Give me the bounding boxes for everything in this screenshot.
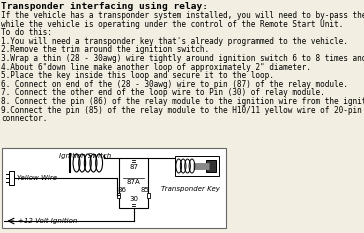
Text: 3.Wrap a thin (28 - 30awg) wire tightly around ignition switch 6 to 8 times and : 3.Wrap a thin (28 - 30awg) wire tightly …: [1, 54, 364, 63]
Bar: [175, 156, 219, 176]
Text: connector.: connector.: [1, 114, 48, 123]
Text: Ignition Switch: Ignition Switch: [59, 153, 111, 159]
Text: 86: 86: [118, 187, 127, 193]
Bar: [117, 193, 120, 198]
Text: 4.About 6"down line make another loop of approximately 2" diameter.: 4.About 6"down line make another loop of…: [1, 63, 311, 72]
Bar: [2, 148, 226, 228]
Bar: [9, 171, 15, 185]
Text: while the vehicle is operating under the control of the Remote Start Unit.: while the vehicle is operating under the…: [1, 20, 344, 29]
Text: If the vehicle has a transponder system installed, you will need to by-pass the : If the vehicle has a transponder system …: [1, 11, 364, 20]
Text: Transponder Key: Transponder Key: [161, 186, 219, 192]
Text: 2.Remove the trim around the ignition switch.: 2.Remove the trim around the ignition sw…: [1, 45, 209, 54]
Text: 1.You will need a transponder key that's already programmed to the vehicle.: 1.You will need a transponder key that's…: [1, 37, 348, 46]
Text: +12 Volt Ignition: +12 Volt Ignition: [17, 218, 77, 224]
Bar: [147, 193, 150, 198]
Text: 6. Connect on end of the (28 - 30awg) wire to pin (87) of the relay module.: 6. Connect on end of the (28 - 30awg) wi…: [1, 80, 348, 89]
Text: Transponder interfacing using relay:: Transponder interfacing using relay:: [1, 2, 208, 11]
Text: 87: 87: [129, 164, 138, 170]
Text: 30: 30: [129, 196, 138, 202]
Text: To do this:: To do this:: [1, 28, 52, 37]
Text: 8. Connect the pin (86) of the relay module to the ignition wire from the igniti: 8. Connect the pin (86) of the relay mod…: [1, 97, 364, 106]
Text: 9.Connect the pin (85) of the relay module to the H10/11 yellow wire of 20-pin: 9.Connect the pin (85) of the relay modu…: [1, 106, 362, 115]
Text: 7. Connect the other end of the loop wire to Pin (30) of relay module.: 7. Connect the other end of the loop wir…: [1, 88, 325, 97]
Text: 85: 85: [141, 187, 149, 193]
Text: 87A: 87A: [127, 179, 141, 185]
Text: Yellow Wire: Yellow Wire: [17, 175, 57, 181]
Bar: [119, 158, 148, 208]
Bar: [206, 160, 216, 172]
Text: 5.Place the key inside this loop and secure it to the loop.: 5.Place the key inside this loop and sec…: [1, 71, 274, 80]
